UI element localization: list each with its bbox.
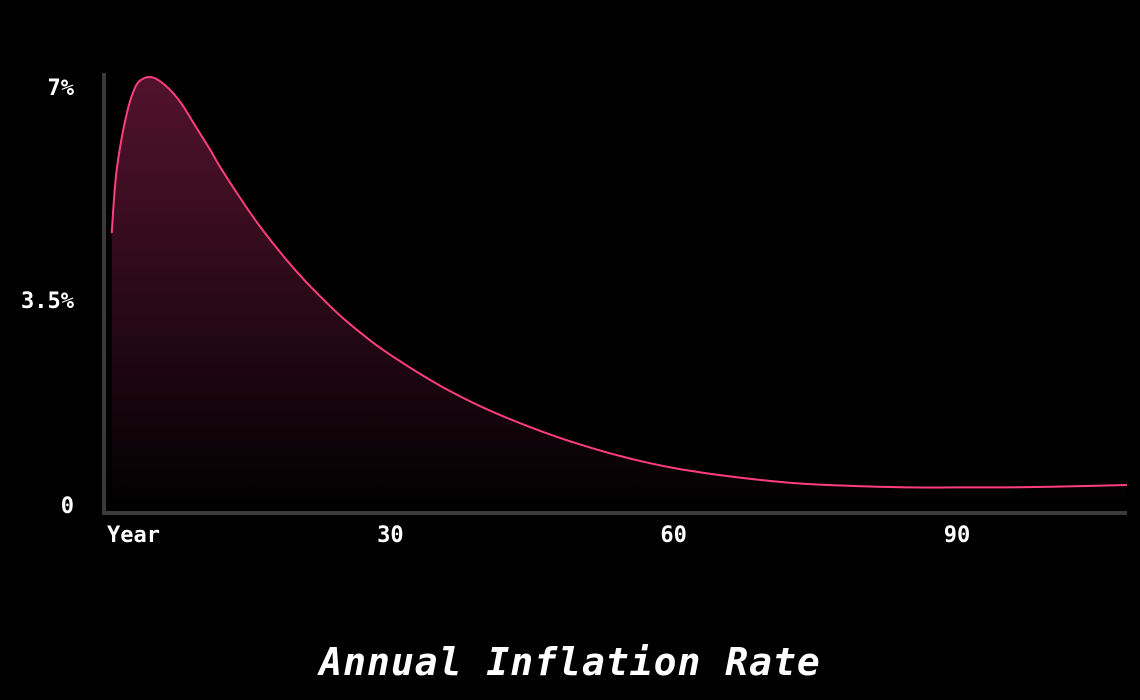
x-tick-label: Year bbox=[107, 523, 160, 548]
x-tick-label: 30 bbox=[377, 523, 404, 548]
y-tick-label: 3.5% bbox=[21, 289, 75, 314]
y-tick-label: 7% bbox=[48, 76, 75, 101]
chart-title: Annual Inflation Rate bbox=[319, 640, 821, 684]
x-tick-label: 60 bbox=[660, 523, 687, 548]
y-tick-label: 0 bbox=[61, 494, 74, 519]
x-tick-label: 90 bbox=[944, 523, 971, 548]
series-area-fill bbox=[111, 76, 1127, 513]
series-line bbox=[110, 75, 1128, 489]
